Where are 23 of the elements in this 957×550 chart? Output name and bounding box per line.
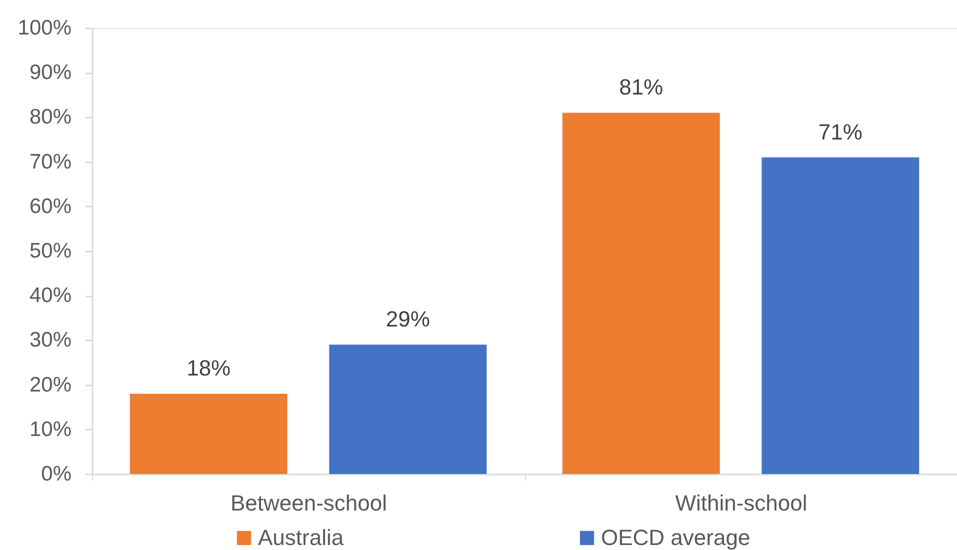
y-tick-label: 0%	[41, 462, 72, 486]
y-tick-label: 90%	[29, 61, 72, 84]
y-tick-label: 20%	[29, 373, 72, 396]
data-label: 18%	[186, 356, 231, 381]
y-tick-label: 40%	[29, 284, 72, 308]
x-tick-label: Within-school	[675, 490, 808, 516]
bar	[562, 112, 720, 474]
x-tick-label: Between-school	[230, 490, 388, 516]
y-tick-label: 30%	[29, 328, 72, 352]
bar	[762, 157, 920, 474]
bar	[130, 394, 288, 474]
y-tick-label: 80%	[29, 106, 72, 129]
y-tick-label: 60%	[29, 194, 72, 218]
legend-label: OECD average	[601, 525, 750, 550]
data-label: 81%	[619, 74, 664, 100]
y-tick-label: 50%	[29, 240, 72, 262]
data-label: 29%	[386, 306, 430, 332]
legend-label: Australia	[258, 525, 344, 550]
data-label: 71%	[818, 119, 862, 144]
y-tick-label: 100%	[18, 16, 72, 40]
y-tick-label: 70%	[29, 150, 72, 174]
y-tick-label: 10%	[29, 418, 72, 441]
bar	[329, 344, 487, 474]
